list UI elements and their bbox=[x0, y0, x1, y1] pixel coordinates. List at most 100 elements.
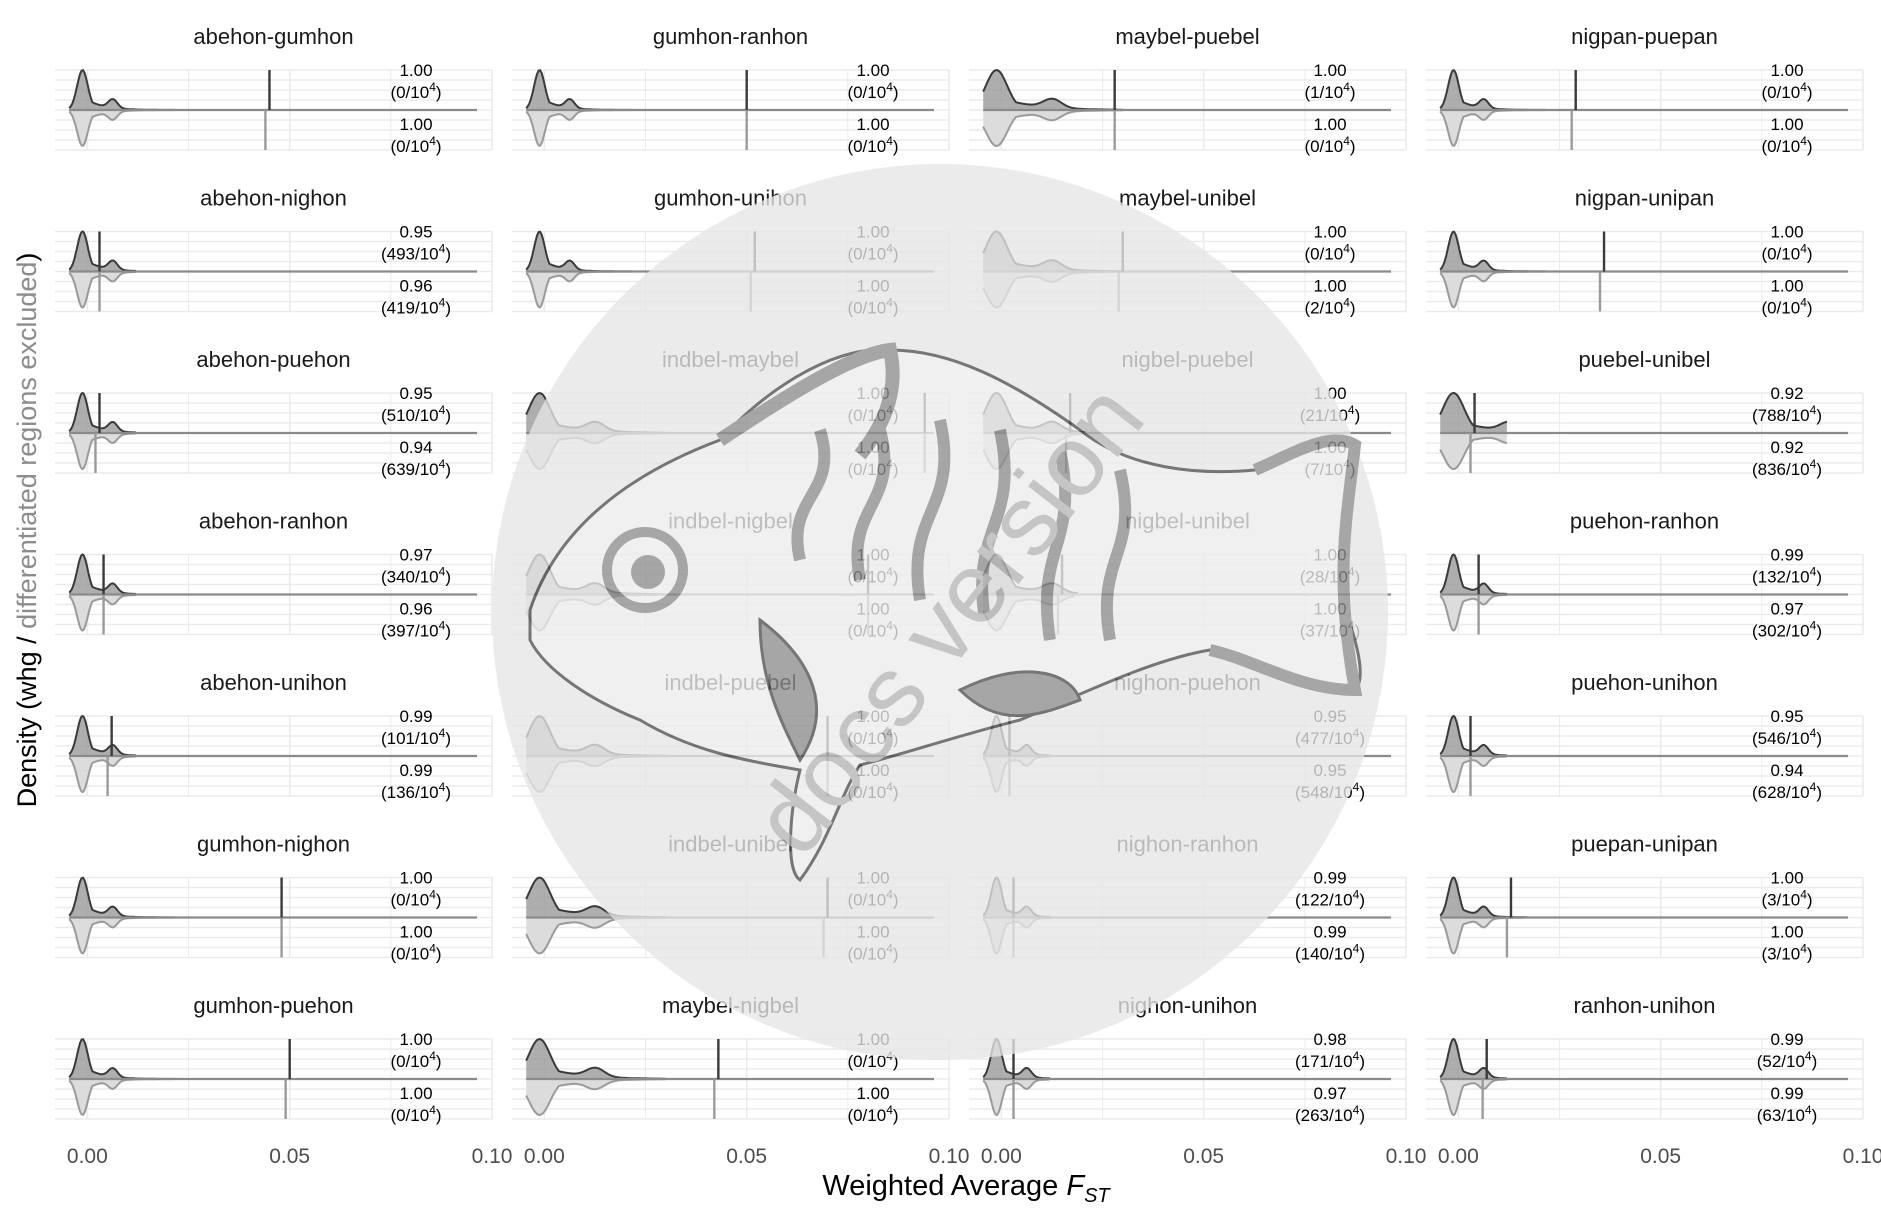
density-line-excluded bbox=[1439, 436, 1508, 471]
density-line-whg bbox=[68, 714, 137, 757]
density-line-excluded bbox=[1439, 594, 1507, 632]
density-fill-excluded bbox=[69, 1079, 209, 1115]
annotation-whg-count: (0/104) bbox=[390, 80, 441, 102]
annotation-excluded-value: 0.96 bbox=[399, 600, 432, 619]
fish-anal-fin bbox=[957, 670, 1082, 718]
annotation-whg-count: (340/104) bbox=[381, 565, 451, 587]
panel-title: puehon-unihon bbox=[1571, 670, 1718, 695]
density-fill-excluded bbox=[983, 110, 1123, 146]
annotation-excluded-value: 0.94 bbox=[399, 438, 432, 457]
annotation-excluded-count: (397/104) bbox=[381, 619, 451, 641]
density-fill-excluded bbox=[1440, 433, 1507, 469]
y-axis-title: Density (whg / differentiated regions ex… bbox=[12, 253, 42, 808]
x-axis-title-variable: F bbox=[1066, 1170, 1086, 1202]
density-line-whg bbox=[68, 230, 137, 272]
x-tick-label: 0.00 bbox=[67, 1145, 108, 1168]
x-axis-title: Weighted Average FST bbox=[822, 1170, 1111, 1207]
annotation-excluded-value: 1.00 bbox=[856, 115, 889, 134]
annotation-excluded-count: (0/104) bbox=[847, 1103, 898, 1125]
panel-title: abehon-ranhon bbox=[199, 509, 348, 534]
x-tick-label: 0.00 bbox=[524, 1145, 565, 1168]
panel-title: abehon-nighon bbox=[200, 186, 347, 211]
y-axis-title-grey-part: differentiated regions excluded bbox=[12, 262, 42, 629]
annotation-excluded-value: 0.99 bbox=[399, 761, 432, 780]
x-tick-label: 0.00 bbox=[981, 1145, 1022, 1168]
density-fill-excluded bbox=[526, 110, 666, 146]
fish-eye bbox=[602, 527, 688, 613]
annotation-whg-count: (0/104) bbox=[847, 80, 898, 102]
density-line-excluded bbox=[68, 432, 136, 471]
annotation-whg-value: 1.00 bbox=[1770, 223, 1803, 242]
annotation-excluded-value: 1.00 bbox=[1313, 115, 1346, 134]
fish-pectoral-fin bbox=[758, 616, 819, 763]
x-tick-label: 0.10 bbox=[1843, 1145, 1881, 1168]
x-tick-label: 0.05 bbox=[1640, 1145, 1681, 1168]
annotation-excluded-count: (419/104) bbox=[381, 296, 451, 318]
annotation-whg-count: (132/104) bbox=[1752, 565, 1822, 587]
panel-abehon-ranhon: abehon-ranhon 0.97(340/104) 0.96(397/104) bbox=[55, 509, 493, 641]
annotation-whg-count: (546/104) bbox=[1752, 726, 1822, 748]
panel-title: puepan-unipan bbox=[1571, 832, 1718, 857]
density-fill-excluded bbox=[526, 1079, 666, 1115]
panel-title: ranhon-unihon bbox=[1574, 993, 1716, 1018]
annotation-whg-value: 1.00 bbox=[1313, 223, 1346, 242]
x-axis: 0.00 0.05 0.10 0.00 0.05 0.10 0.00 0.05 0.10 0.00… bbox=[67, 1145, 1881, 1168]
annotation-excluded-count: (0/104) bbox=[1304, 134, 1355, 156]
y-axis-title-suffix: ) bbox=[12, 253, 42, 262]
panel-title: nigpan-unipan bbox=[1575, 186, 1714, 211]
density-fill-whg bbox=[1440, 393, 1507, 433]
annotation-excluded-value: 1.00 bbox=[399, 923, 432, 942]
fish-stripe bbox=[1040, 448, 1072, 641]
annotation-excluded-count: (628/104) bbox=[1752, 780, 1822, 802]
annotation-whg-count: (510/104) bbox=[381, 403, 451, 425]
annotation-excluded-value: 1.00 bbox=[1770, 115, 1803, 134]
annotation-whg-value: 0.99 bbox=[1770, 546, 1803, 565]
panel-puehon-unihon: puehon-unihon 0.95(546/104) 0.94(628/104) bbox=[1426, 670, 1864, 802]
annotation-excluded-value: 1.00 bbox=[856, 1084, 889, 1103]
density-fill-whg bbox=[983, 70, 1123, 110]
annotation-whg-count: (0/104) bbox=[390, 888, 441, 910]
x-tick-label: 0.00 bbox=[1438, 1145, 1479, 1168]
annotation-whg-count: (101/104) bbox=[381, 726, 451, 748]
density-line-excluded bbox=[68, 755, 136, 794]
panel-title: gumhon-nighon bbox=[197, 832, 350, 857]
panel-title: puebel-unibel bbox=[1578, 347, 1710, 372]
annotation-excluded-count: (140/104) bbox=[1295, 942, 1365, 964]
density-fill-whg bbox=[69, 877, 209, 918]
annotation-whg-count: (788/104) bbox=[1752, 403, 1822, 425]
annotation-excluded-count: (639/104) bbox=[381, 457, 451, 479]
annotation-excluded-count: (3/104) bbox=[1761, 942, 1812, 964]
x-tick-label: 0.05 bbox=[726, 1145, 767, 1168]
annotation-excluded-count: (2/104) bbox=[1304, 296, 1355, 318]
density-fill-whg bbox=[1440, 70, 1580, 110]
density-fill-excluded bbox=[526, 271, 666, 308]
fish-stripe bbox=[976, 428, 1011, 621]
annotation-whg-value: 0.95 bbox=[1770, 707, 1803, 726]
density-fill-excluded bbox=[1440, 271, 1580, 308]
annotation-whg-value: 1.00 bbox=[1313, 61, 1346, 80]
x-tick-label: 0.10 bbox=[929, 1145, 970, 1168]
annotation-whg-value: 1.00 bbox=[399, 869, 432, 888]
panel-title: abehon-unihon bbox=[200, 670, 347, 695]
panel-title: puehon-ranhon bbox=[1570, 509, 1719, 534]
annotation-excluded-count: (0/104) bbox=[847, 134, 898, 156]
annotation-whg-value: 0.98 bbox=[1313, 1030, 1346, 1049]
annotation-excluded-value: 1.00 bbox=[1770, 277, 1803, 296]
annotation-whg-count: (122/104) bbox=[1295, 888, 1365, 910]
panel-title: gumhon-ranhon bbox=[653, 24, 808, 49]
annotation-whg-count: (0/104) bbox=[1761, 80, 1812, 102]
density-fill-excluded bbox=[526, 917, 666, 954]
density-line-excluded bbox=[1439, 755, 1507, 794]
annotation-excluded-value: 0.97 bbox=[1313, 1084, 1346, 1103]
annotation-whg-count: (1/104) bbox=[1304, 80, 1355, 102]
annotation-whg-value: 0.95 bbox=[399, 384, 432, 403]
annotation-whg-value: 0.99 bbox=[1313, 869, 1346, 888]
x-tick-label: 0.10 bbox=[472, 1145, 513, 1168]
density-line-whg bbox=[1439, 714, 1508, 757]
annotation-excluded-value: 1.00 bbox=[399, 1084, 432, 1103]
